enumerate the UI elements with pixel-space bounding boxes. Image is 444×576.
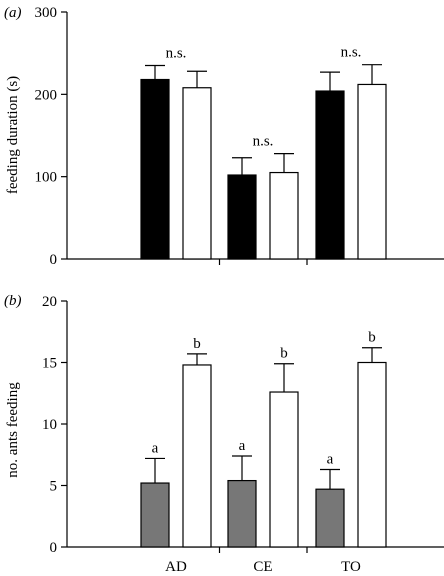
significance-letter: a [327, 452, 334, 468]
bar [140, 482, 170, 548]
bar [357, 361, 387, 548]
bar [315, 488, 345, 548]
panel-a: (a) feeding duration (s) 0 100 200 300 n.s.… [4, 5, 444, 268]
significance-letter: b [280, 346, 288, 362]
y-tick-label: 5 [50, 479, 58, 495]
y-tick-label: 100 [35, 170, 58, 186]
panel-b-label: (b) [4, 293, 22, 309]
x-tick-label: AD [165, 559, 187, 575]
y-tick-label: 0 [50, 540, 58, 556]
y-tick-label: 10 [42, 417, 57, 433]
bar [227, 174, 257, 260]
annotation-ns: n.s. [166, 46, 187, 62]
bar [269, 391, 299, 548]
significance-letter: b [193, 336, 201, 352]
bar [182, 364, 212, 548]
y-tick-label: 20 [42, 294, 57, 310]
bar [315, 90, 345, 260]
bar [357, 83, 387, 260]
x-tick-label: TO [341, 559, 361, 575]
panel-b-bars: a a a b b b [140, 330, 387, 548]
y-tick-label: 200 [35, 87, 58, 103]
panel-a-axes: 0 100 200 300 [35, 5, 444, 268]
y-tick-label: 0 [50, 252, 58, 268]
bar [140, 78, 170, 260]
bar [227, 479, 257, 548]
y-tick-label: 15 [42, 356, 57, 372]
x-tick-label: CE [253, 559, 272, 575]
panel-b-ylabel: no. ants feeding [5, 382, 21, 478]
annotation-ns: n.s. [253, 134, 274, 150]
panel-b: (b) no. ants feeding 0 5 10 15 20 AD CE TO a a a b… [4, 293, 444, 575]
y-tick-label: 300 [35, 5, 58, 21]
significance-letter: b [368, 330, 376, 346]
significance-letter: a [239, 438, 246, 454]
significance-letter: a [152, 440, 159, 456]
panel-a-label: (a) [4, 5, 22, 21]
panel-a-ylabel: feeding duration (s) [5, 76, 21, 194]
bar [269, 171, 299, 260]
bar [182, 87, 212, 260]
panel-a-bars: n.s. n.s. n.s. [140, 45, 387, 260]
annotation-ns: n.s. [341, 45, 362, 61]
